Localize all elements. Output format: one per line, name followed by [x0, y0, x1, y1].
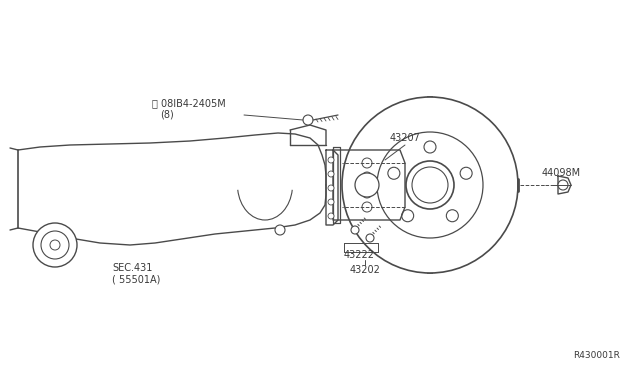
- Text: (8): (8): [160, 109, 173, 119]
- Circle shape: [460, 167, 472, 179]
- Circle shape: [402, 210, 413, 222]
- Circle shape: [50, 240, 60, 250]
- Circle shape: [377, 132, 483, 238]
- Circle shape: [362, 158, 372, 168]
- Circle shape: [362, 172, 372, 182]
- Text: R430001R: R430001R: [573, 350, 620, 359]
- Circle shape: [328, 185, 334, 191]
- Circle shape: [41, 231, 69, 259]
- Circle shape: [351, 226, 359, 234]
- Circle shape: [362, 188, 372, 198]
- Text: SEC.431: SEC.431: [112, 263, 152, 273]
- Text: Ⓑ 08IB4-2405M: Ⓑ 08IB4-2405M: [152, 98, 226, 108]
- Circle shape: [328, 157, 334, 163]
- Circle shape: [412, 167, 448, 203]
- Circle shape: [446, 210, 458, 222]
- Circle shape: [362, 202, 372, 212]
- Circle shape: [366, 234, 374, 242]
- Text: 43207: 43207: [390, 133, 421, 143]
- Circle shape: [33, 223, 77, 267]
- Circle shape: [303, 115, 313, 125]
- Circle shape: [558, 180, 568, 190]
- Text: ( 55501A): ( 55501A): [112, 274, 161, 284]
- Circle shape: [328, 199, 334, 205]
- Circle shape: [328, 171, 334, 177]
- Circle shape: [388, 167, 400, 179]
- Circle shape: [342, 97, 518, 273]
- Text: 43222: 43222: [344, 250, 375, 260]
- Circle shape: [328, 213, 334, 219]
- Text: 44098M: 44098M: [542, 168, 581, 178]
- Circle shape: [406, 161, 454, 209]
- Circle shape: [275, 225, 285, 235]
- Circle shape: [355, 173, 379, 197]
- Circle shape: [424, 141, 436, 153]
- Text: 43202: 43202: [349, 265, 380, 275]
